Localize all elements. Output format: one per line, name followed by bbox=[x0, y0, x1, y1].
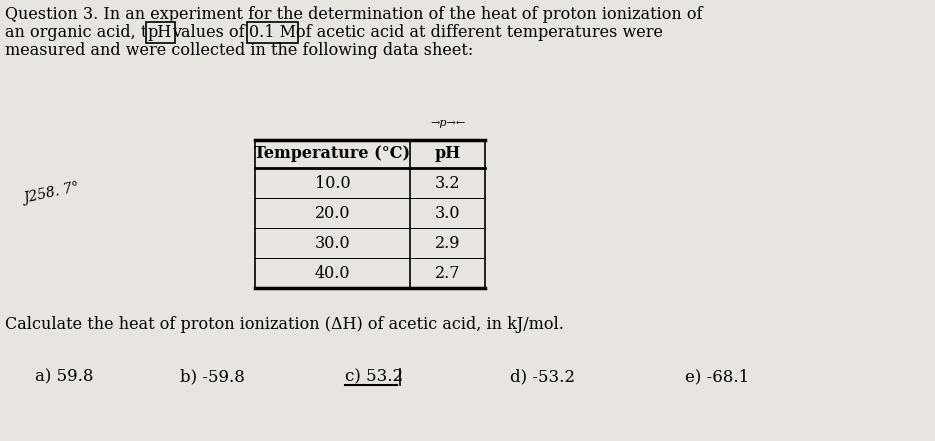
Text: Question 3. In an experiment for the determination of the heat of proton ionizat: Question 3. In an experiment for the det… bbox=[5, 6, 702, 23]
Text: Calculate the heat of proton ionization (ΔH) of acetic acid, in kJ/mol.: Calculate the heat of proton ionization … bbox=[5, 316, 564, 333]
Text: values of a: values of a bbox=[172, 24, 259, 41]
Text: pH: pH bbox=[435, 146, 461, 162]
Text: 30.0: 30.0 bbox=[315, 235, 351, 251]
Text: an organic acid, the: an organic acid, the bbox=[5, 24, 172, 41]
Text: 0.1 M: 0.1 M bbox=[249, 24, 296, 41]
Text: of acetic acid at different temperatures were: of acetic acid at different temperatures… bbox=[296, 24, 663, 41]
Text: d) -53.2: d) -53.2 bbox=[510, 368, 575, 385]
Text: c) 53.2: c) 53.2 bbox=[345, 368, 403, 385]
Text: e) -68.1: e) -68.1 bbox=[685, 368, 749, 385]
Text: 10.0: 10.0 bbox=[315, 175, 351, 191]
Text: a) 59.8: a) 59.8 bbox=[35, 368, 94, 385]
Text: J258. 7°: J258. 7° bbox=[22, 180, 80, 206]
Text: pH: pH bbox=[148, 24, 172, 41]
Text: 20.0: 20.0 bbox=[315, 205, 351, 221]
Text: 2.7: 2.7 bbox=[435, 265, 460, 281]
Text: b) -59.8: b) -59.8 bbox=[180, 368, 245, 385]
Text: 3.0: 3.0 bbox=[435, 205, 460, 221]
Text: Temperature (°C): Temperature (°C) bbox=[254, 146, 410, 162]
Text: 40.0: 40.0 bbox=[315, 265, 351, 281]
Text: measured and were collected in the following data sheet:: measured and were collected in the follo… bbox=[5, 42, 473, 59]
Text: →p→←: →p→← bbox=[430, 118, 466, 128]
Text: 3.2: 3.2 bbox=[435, 175, 460, 191]
Text: 2.9: 2.9 bbox=[435, 235, 460, 251]
